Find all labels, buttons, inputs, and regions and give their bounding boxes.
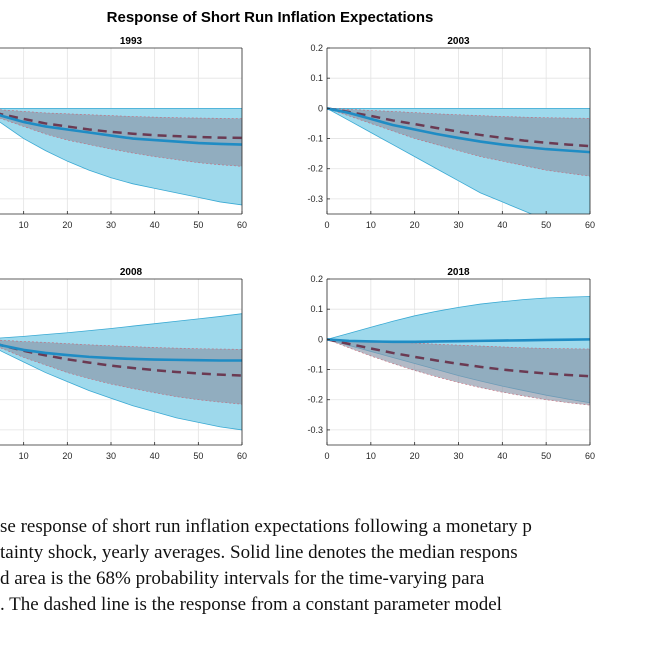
y-tick-label: -0.2 <box>307 164 323 174</box>
plot-area <box>0 107 242 206</box>
panel-title: 2018 <box>447 267 470 278</box>
x-tick-label: 60 <box>237 220 247 230</box>
plot-area <box>0 313 242 431</box>
x-tick-label: 60 <box>585 451 595 461</box>
median-response-line <box>0 343 242 362</box>
x-tick-label: 50 <box>541 451 551 461</box>
y-tick-label: 0 <box>318 103 323 113</box>
y-tick-label: -0.1 <box>307 134 323 144</box>
x-tick-label: 50 <box>193 220 203 230</box>
caption-line: d area is the 68% probability intervals … <box>0 568 485 589</box>
plot-area <box>327 107 590 214</box>
median-response-line <box>327 107 590 154</box>
x-tick-label: 60 <box>585 220 595 230</box>
x-tick-label: 10 <box>19 451 29 461</box>
panel-1993: 10 20 30 40 50 60 1993 <box>0 36 247 230</box>
figure-title: Response of Short Run Inflation Expectat… <box>107 9 434 26</box>
panel-2018: 0 10 20 30 40 50 60 0.2 0.1 0 -0.1 -0.2 -0.3 2018 <box>307 267 595 461</box>
y-tick-label: 0.1 <box>310 73 323 83</box>
x-tick-label: 60 <box>237 451 247 461</box>
x-tick-label: 50 <box>193 451 203 461</box>
caption-line: se response of short run inflation expec… <box>0 516 532 537</box>
panel-title: 2008 <box>120 267 143 278</box>
constant-probability-band <box>0 339 242 405</box>
irf-figure: Response of Short Run Inflation Expectat… <box>0 9 595 461</box>
panel-2008: 10 20 30 40 50 60 2008 <box>0 267 247 461</box>
x-tick-label: 20 <box>62 451 72 461</box>
x-tick-label: 10 <box>366 220 376 230</box>
y-tick-label: 0.2 <box>310 43 323 53</box>
x-tick-label: 30 <box>106 451 116 461</box>
median-response-line <box>327 338 590 344</box>
x-tick-label: 40 <box>150 220 160 230</box>
x-tick-label: 0 <box>324 220 329 230</box>
x-tick-label: 40 <box>497 220 507 230</box>
x-tick-label: 20 <box>410 451 420 461</box>
plot-area <box>327 296 590 406</box>
y-tick-label: -0.3 <box>307 425 323 435</box>
panel-title: 2003 <box>447 36 470 47</box>
median-response-line <box>0 113 242 146</box>
x-tick-label: 0 <box>324 451 329 461</box>
y-tick-label: 0 <box>318 334 323 344</box>
y-tick-label: -0.2 <box>307 395 323 405</box>
caption-line: tainty shock, yearly averages. Solid lin… <box>0 542 518 563</box>
x-tick-label: 50 <box>541 220 551 230</box>
caption-line: . The dashed line is the response from a… <box>0 594 502 615</box>
y-tick-label: -0.1 <box>307 365 323 375</box>
figure-caption: se response of short run inflation expec… <box>0 514 655 618</box>
x-tick-label: 40 <box>497 451 507 461</box>
y-tick-label: -0.3 <box>307 194 323 204</box>
x-tick-label: 40 <box>150 451 160 461</box>
x-tick-label: 30 <box>106 220 116 230</box>
x-tick-label: 30 <box>453 220 463 230</box>
panel-title: 1993 <box>120 36 143 47</box>
x-tick-label: 10 <box>366 451 376 461</box>
constant-probability-band <box>327 339 590 406</box>
panel-2003: 0 10 20 30 40 50 60 0.2 0.1 0 -0.1 -0.2 -0.3 2003 <box>307 36 595 230</box>
x-tick-label: 30 <box>453 451 463 461</box>
x-tick-label: 10 <box>19 220 29 230</box>
x-tick-label: 20 <box>410 220 420 230</box>
x-tick-label: 20 <box>62 220 72 230</box>
y-tick-label: 0.2 <box>310 274 323 284</box>
y-tick-label: 0.1 <box>310 304 323 314</box>
